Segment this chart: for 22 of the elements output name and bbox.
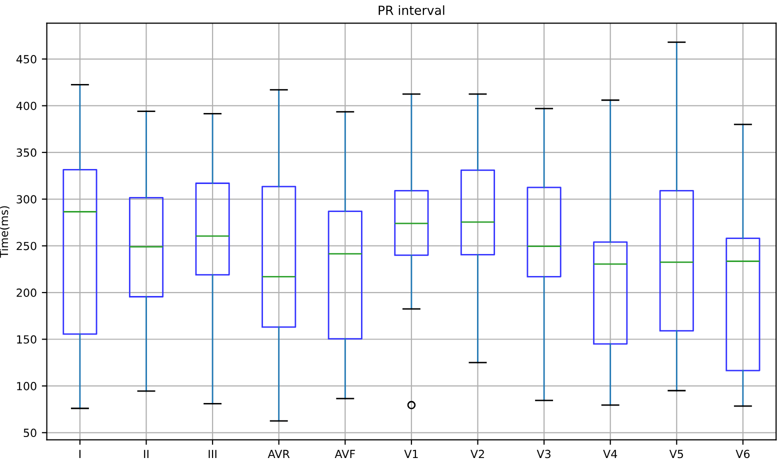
y-tick-label: 150 xyxy=(17,335,36,344)
y-tick-label: 450 xyxy=(16,54,36,64)
y-tick-label: 300 xyxy=(16,195,36,204)
x-tick-label: II xyxy=(144,450,148,458)
y-tick-label: 400 xyxy=(16,102,36,110)
x-tick-label: AVR xyxy=(268,450,290,458)
y-tick-label: 100 xyxy=(17,382,36,390)
x-tick-label: AVF xyxy=(334,450,355,458)
x-tick-label: V5 xyxy=(669,450,684,458)
y-tick-label: 200 xyxy=(16,288,36,297)
x-tick-label: I xyxy=(79,450,80,458)
x-tick-label: V3 xyxy=(536,450,550,458)
y-tick-label: 50 xyxy=(24,428,36,438)
y-axis-title: Time(ms) xyxy=(0,206,10,258)
y-tick-label: 350 xyxy=(16,148,36,157)
x-tick-label: V2 xyxy=(470,450,484,458)
x-tick-label: V1 xyxy=(404,450,418,458)
x-tick-label: V6 xyxy=(736,450,750,458)
x-tick-label: V4 xyxy=(603,450,618,458)
y-tick-label: 250 xyxy=(16,242,36,250)
x-tick-label: III xyxy=(208,450,216,458)
chart-title: PR interval xyxy=(378,5,444,15)
